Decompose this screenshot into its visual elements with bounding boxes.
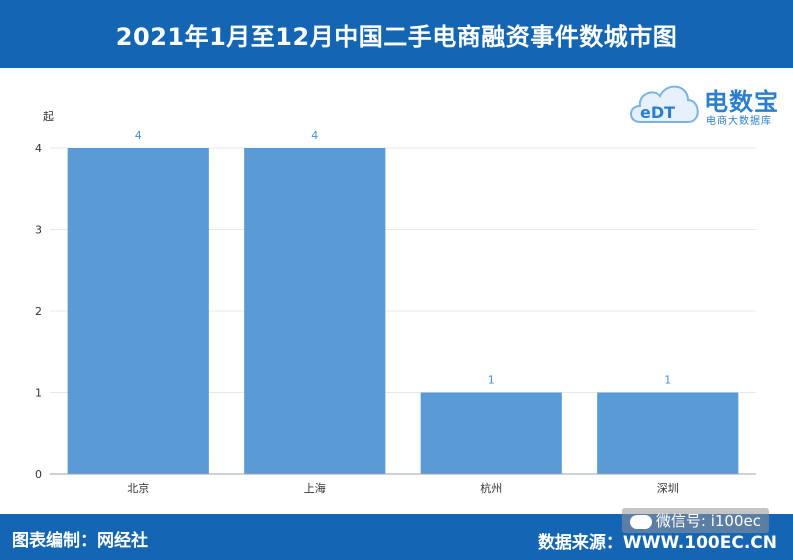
bar: [244, 148, 386, 474]
y-tick-label: 1: [35, 387, 42, 400]
logo-subtitle: 电商大数据库: [706, 116, 772, 127]
bar-chart: 起 0 1 2 3 4 4 4 1 1 北京 上海 杭州 深圳: [35, 110, 756, 495]
x-tick-labels: 北京 上海 杭州 深圳: [127, 481, 679, 495]
x-tick-label: 北京: [127, 481, 149, 495]
logo-brand: 电数宝: [704, 88, 779, 116]
y-tick-label: 4: [35, 142, 42, 155]
wechat-icon: [629, 514, 652, 529]
wechat-id: 微信号: i100ec: [655, 512, 761, 530]
y-tick-label: 3: [35, 224, 42, 237]
logo: eDT 电数宝 电商大数据库: [626, 72, 786, 134]
bars: [67, 148, 739, 474]
x-tick-label: 上海: [304, 481, 326, 495]
x-tick-label: 深圳: [657, 482, 679, 495]
x-tick-label: 杭州: [480, 481, 502, 495]
value-label: 4: [135, 129, 142, 142]
chart-header: 2021年1月至12月中国二手电商融资事件数城市图: [0, 0, 793, 68]
value-labels: 4 4 1 1: [135, 129, 672, 387]
wechat-watermark: 微信号: i100ec: [621, 508, 769, 533]
footer-editor: 图表编制：网经社: [12, 531, 148, 551]
value-label: 1: [664, 374, 671, 387]
y-axis-label: 起: [43, 110, 54, 123]
cloud-logo-icon: eDT: [630, 85, 699, 123]
logo-mark: eDT: [640, 103, 675, 122]
chart-title: 2021年1月至12月中国二手电商融资事件数城市图: [115, 22, 678, 51]
value-label: 4: [311, 129, 318, 142]
bar: [420, 392, 562, 474]
bar: [67, 148, 209, 474]
y-tick-label: 2: [35, 305, 42, 318]
y-tick-labels: 0 1 2 3 4: [35, 142, 42, 481]
y-tick-label: 0: [35, 468, 42, 481]
bar: [597, 392, 739, 474]
footer-source: 数据来源：WWW.100EC.CN: [537, 533, 777, 553]
value-label: 1: [488, 374, 495, 387]
